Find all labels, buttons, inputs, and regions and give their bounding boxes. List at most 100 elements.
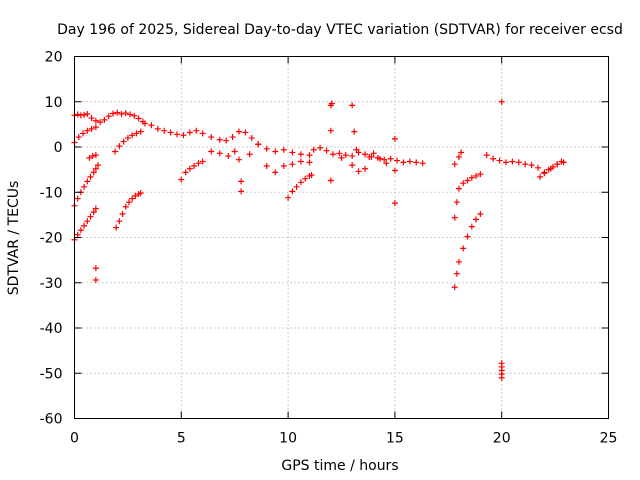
x-axis-title: GPS time / hours	[281, 458, 398, 474]
data-point	[109, 110, 116, 117]
data-point	[81, 183, 88, 190]
data-point	[238, 188, 245, 195]
data-point	[92, 277, 99, 284]
data-point	[101, 116, 108, 123]
data-point	[323, 147, 330, 154]
data-point	[81, 222, 88, 229]
series-arc-top-early	[71, 109, 146, 126]
y-tick-label: -60	[40, 412, 63, 428]
data-point	[216, 150, 223, 157]
data-point	[180, 132, 187, 139]
data-point	[248, 134, 255, 141]
data-point	[554, 161, 561, 168]
data-point	[122, 110, 129, 117]
data-point	[129, 195, 136, 202]
series-rise-j	[451, 210, 484, 291]
data-point	[349, 102, 356, 109]
x-tick-label: 25	[600, 431, 618, 447]
data-point	[87, 173, 94, 180]
data-point	[464, 177, 471, 184]
data-point	[483, 152, 490, 159]
data-point	[141, 120, 148, 127]
axis-ticks: 0 5 10 15 20 25 -60 -50 -40 -30 -20 -10 0 10 20	[40, 50, 618, 447]
series-arc-top-mid	[141, 120, 313, 159]
series-outliers-20	[498, 98, 505, 381]
data-point	[94, 162, 101, 169]
data-markers	[71, 98, 567, 381]
data-point	[263, 163, 270, 170]
data-point	[242, 129, 249, 136]
data-point	[455, 258, 462, 265]
data-point	[451, 214, 458, 221]
data-point	[92, 165, 99, 172]
data-point	[231, 148, 238, 155]
data-point	[310, 146, 317, 153]
data-point	[502, 159, 509, 166]
data-point	[451, 284, 458, 291]
series-rise-c	[71, 205, 99, 243]
data-point	[92, 205, 99, 212]
data-point	[255, 141, 262, 148]
series-rise-a	[71, 124, 99, 146]
data-point	[558, 158, 565, 165]
data-point	[235, 128, 242, 135]
data-point	[272, 148, 279, 155]
series-rise-g	[178, 158, 206, 183]
chart-title: Day 196 of 2025, Sidereal Day-to-day VTE…	[57, 22, 623, 38]
data-point	[353, 146, 360, 153]
data-point	[208, 148, 215, 155]
data-point	[285, 194, 292, 201]
data-point	[355, 168, 362, 175]
data-point	[88, 125, 95, 132]
y-tick-label: 10	[45, 95, 63, 111]
series-mid-block	[208, 141, 313, 195]
data-point	[129, 132, 136, 139]
data-point	[89, 153, 96, 160]
data-point	[132, 192, 139, 199]
data-point	[195, 160, 202, 167]
data-point	[541, 170, 548, 177]
data-point	[235, 156, 242, 163]
data-point	[90, 169, 97, 176]
data-point	[289, 161, 296, 168]
data-point	[455, 185, 462, 192]
data-point	[317, 144, 324, 151]
data-point	[453, 199, 460, 206]
data-point	[199, 130, 206, 137]
data-point	[391, 135, 398, 142]
data-point	[528, 162, 535, 169]
y-tick-label: 20	[45, 50, 63, 66]
x-tick-label: 20	[493, 431, 511, 447]
data-point	[81, 111, 88, 118]
data-point	[113, 224, 120, 231]
y-tick-label: -20	[40, 231, 63, 247]
data-point	[545, 166, 552, 173]
data-point	[75, 134, 82, 141]
data-point	[186, 129, 193, 136]
series-rise-d	[86, 152, 99, 161]
y-tick-label: -10	[40, 185, 63, 201]
series-outliers-early	[92, 265, 99, 284]
data-point	[308, 172, 315, 179]
data-point	[74, 111, 81, 118]
data-point	[328, 100, 335, 107]
grid-lines	[74, 56, 609, 419]
data-point	[131, 112, 138, 119]
data-point	[97, 119, 104, 126]
series-rise-i	[451, 171, 484, 221]
data-point	[391, 167, 398, 174]
data-point	[116, 143, 123, 150]
data-point	[84, 178, 91, 185]
data-point	[297, 151, 304, 158]
data-point	[161, 127, 168, 134]
data-point	[272, 169, 279, 176]
data-point	[148, 122, 155, 129]
y-tick-label: -40	[40, 321, 63, 337]
data-point	[498, 374, 505, 381]
data-point	[535, 164, 542, 171]
data-point	[349, 153, 356, 160]
data-point	[122, 203, 129, 210]
data-point	[406, 158, 413, 165]
data-point	[225, 153, 232, 160]
